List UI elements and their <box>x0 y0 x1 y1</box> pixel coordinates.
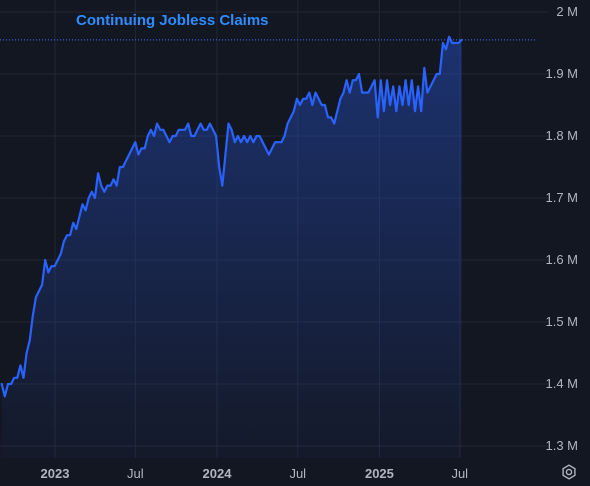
y-tick-label: 1.5 M <box>545 314 578 329</box>
x-tick-label: Jul <box>451 466 468 481</box>
area-layer <box>1 36 462 459</box>
gear-icon <box>562 464 576 480</box>
x-tick-label: Jul <box>127 466 144 481</box>
y-tick-label: 2 M <box>556 4 578 19</box>
x-axis: 2023 Jul 2024 Jul 2025 Jul <box>41 466 469 481</box>
y-tick-label: 1.7 M <box>545 190 578 205</box>
y-tick-label: 1.9 M <box>545 66 578 81</box>
x-tick-label: 2024 <box>203 466 233 481</box>
x-tick-label: 2023 <box>41 466 70 481</box>
y-tick-label: 1.4 M <box>545 376 578 391</box>
x-tick-label: Jul <box>289 466 306 481</box>
y-tick-label: 1.6 M <box>545 252 578 267</box>
series-area <box>1 36 462 459</box>
line-layer <box>0 35 463 398</box>
y-tick-label: 1.8 M <box>545 128 578 143</box>
series-line <box>0 35 463 398</box>
y-axis: 2 M 1.9 M 1.8 M 1.7 M 1.6 M 1.5 M 1.4 M 1.3 M <box>545 4 578 453</box>
x-tick-label: 2025 <box>365 466 394 481</box>
chart-title: Continuing Jobless Claims <box>76 12 269 29</box>
y-tick-label: 1.3 M <box>545 438 578 453</box>
settings-button[interactable] <box>560 463 578 481</box>
